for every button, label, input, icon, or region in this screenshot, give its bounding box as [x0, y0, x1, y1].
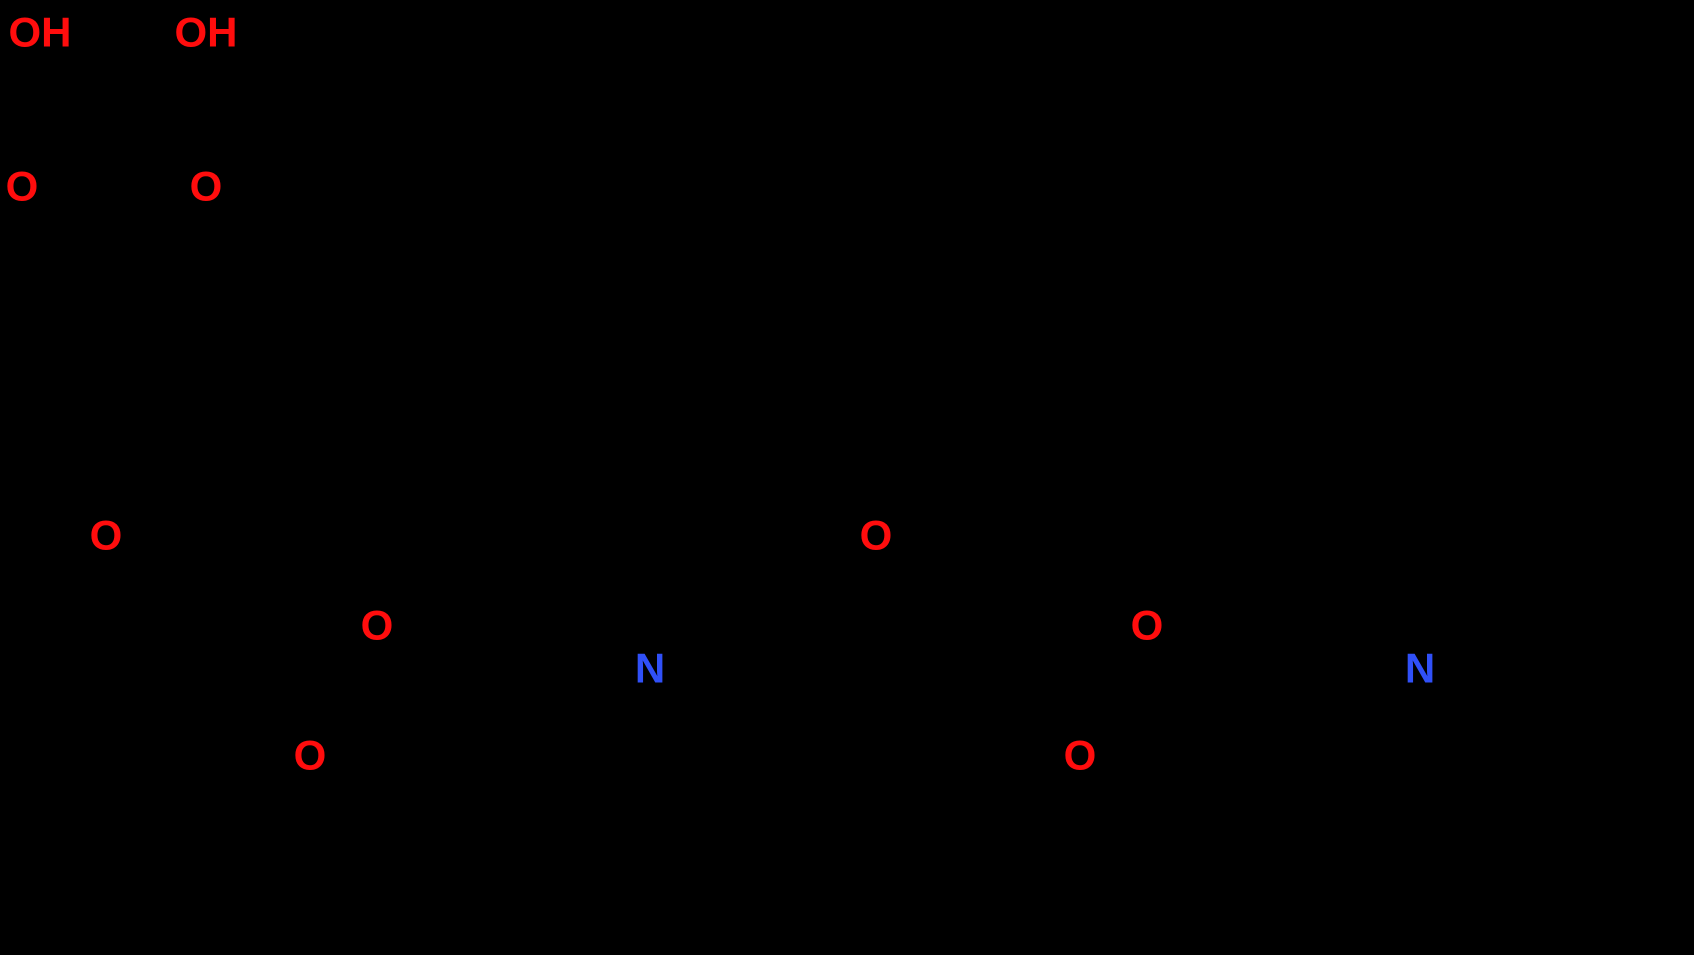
atom-O: OH: [9, 9, 72, 56]
atom-O: OH: [175, 9, 238, 56]
atom-O: O: [1064, 732, 1097, 779]
atom-O: O: [1131, 602, 1164, 649]
atom-N: N: [1405, 645, 1435, 692]
molecule-diagram: OH OH O O O O O N O O O N: [0, 0, 1694, 955]
atom-N: N: [635, 645, 665, 692]
atom-O: O: [361, 602, 394, 649]
bond: [722, 520, 724, 628]
atom-O: O: [860, 512, 893, 559]
atom-O: O: [6, 163, 39, 210]
atom-O: O: [294, 732, 327, 779]
atom-O: O: [90, 512, 123, 559]
bond: [1634, 135, 1636, 225]
bond: [1492, 520, 1494, 628]
atom-O: O: [190, 163, 223, 210]
